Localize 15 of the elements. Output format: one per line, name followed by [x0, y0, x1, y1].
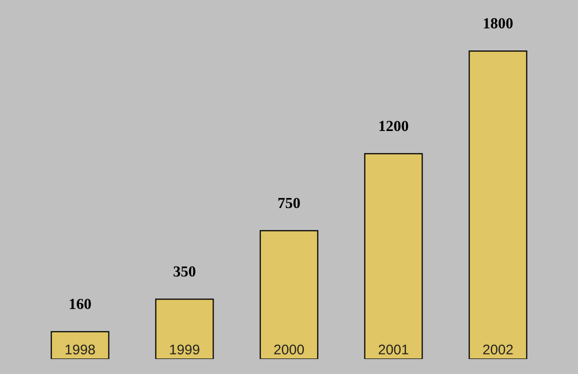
bar	[364, 153, 423, 360]
x-tick-label: 1999	[170, 344, 200, 354]
data-label: 1200	[379, 120, 408, 132]
data-label: 350	[174, 266, 196, 277]
x-tick-label: 2002	[483, 344, 513, 354]
bar	[50, 331, 110, 360]
data-label: 1800	[484, 18, 513, 28]
data-label: 160	[70, 298, 91, 310]
bar	[155, 298, 214, 360]
data-label: 750	[278, 198, 300, 208]
x-tick-label: 1998	[66, 344, 95, 354]
x-tick-label: 2001	[378, 344, 408, 354]
bar	[468, 50, 528, 360]
x-tick-label: 2000	[274, 344, 304, 354]
bar	[260, 230, 318, 360]
